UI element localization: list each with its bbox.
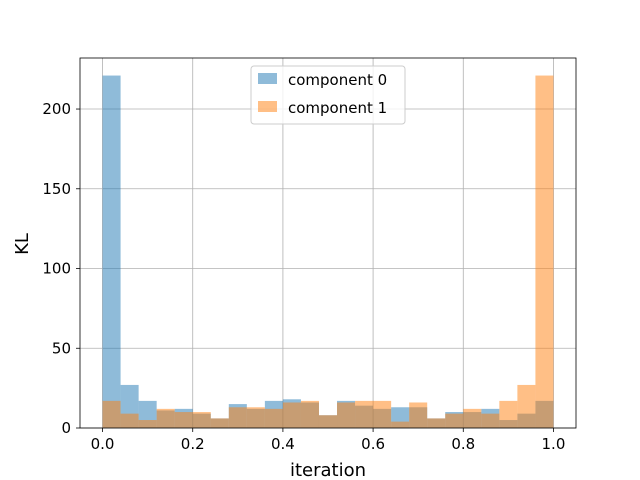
histogram-bar [391, 421, 410, 428]
histogram-bar [517, 384, 536, 428]
histogram-bar [409, 402, 428, 428]
y-axis-label: KL [12, 233, 33, 255]
series-1-bars [102, 75, 554, 429]
histogram-bar [481, 413, 500, 428]
y-tick-label: 150 [42, 180, 71, 198]
histogram-bar [120, 413, 139, 428]
histogram-bars [102, 75, 554, 429]
histogram-bar [156, 408, 175, 428]
histogram-bar [445, 413, 464, 428]
legend-swatch-component-0 [258, 73, 277, 84]
histogram-bar [174, 412, 193, 428]
x-tick-label: 0.0 [91, 435, 115, 453]
x-tick-label: 0.4 [271, 435, 295, 453]
histogram-bar [102, 75, 121, 429]
y-tick-label: 200 [42, 100, 71, 118]
histogram-bar [192, 412, 211, 428]
y-tick-label: 0 [61, 419, 71, 437]
histogram-bar [463, 408, 482, 428]
histogram-bar [535, 75, 554, 429]
legend-label-component-0: component 0 [288, 71, 387, 89]
x-tick-label: 1.0 [542, 435, 566, 453]
histogram-bar [355, 400, 374, 428]
x-tick-label: 0.6 [361, 435, 385, 453]
histogram-bar [264, 408, 283, 428]
legend-label-component-1: component 1 [288, 99, 387, 117]
histogram-bar [373, 400, 392, 428]
series-0-bars [102, 75, 554, 429]
histogram-bar [138, 420, 157, 428]
histogram-bar [102, 400, 121, 428]
histogram-bar [300, 400, 319, 428]
histogram-bar [210, 418, 229, 428]
legend-swatch-component-1 [258, 101, 277, 112]
x-tick-label: 0.8 [451, 435, 475, 453]
histogram-bar [282, 402, 301, 428]
histogram-bar [499, 400, 518, 428]
legend-frame [250, 65, 406, 125]
x-tick-label: 0.2 [181, 435, 205, 453]
histogram-bar [228, 407, 247, 428]
y-tick-label: 100 [42, 260, 71, 278]
histogram-bar [337, 402, 356, 428]
axis-ticks: 0.0 0.2 0.4 0.6 0.8 1.0 0 50 100 150 200 [42, 100, 565, 453]
legend: component 0 component 1 [250, 65, 406, 125]
y-tick-label: 50 [52, 339, 71, 357]
histogram-bar [246, 407, 265, 428]
plot-frame [79, 57, 577, 429]
histogram-bar [427, 418, 446, 428]
x-axis-label: iteration [290, 460, 366, 480]
histogram-bar [318, 415, 338, 428]
